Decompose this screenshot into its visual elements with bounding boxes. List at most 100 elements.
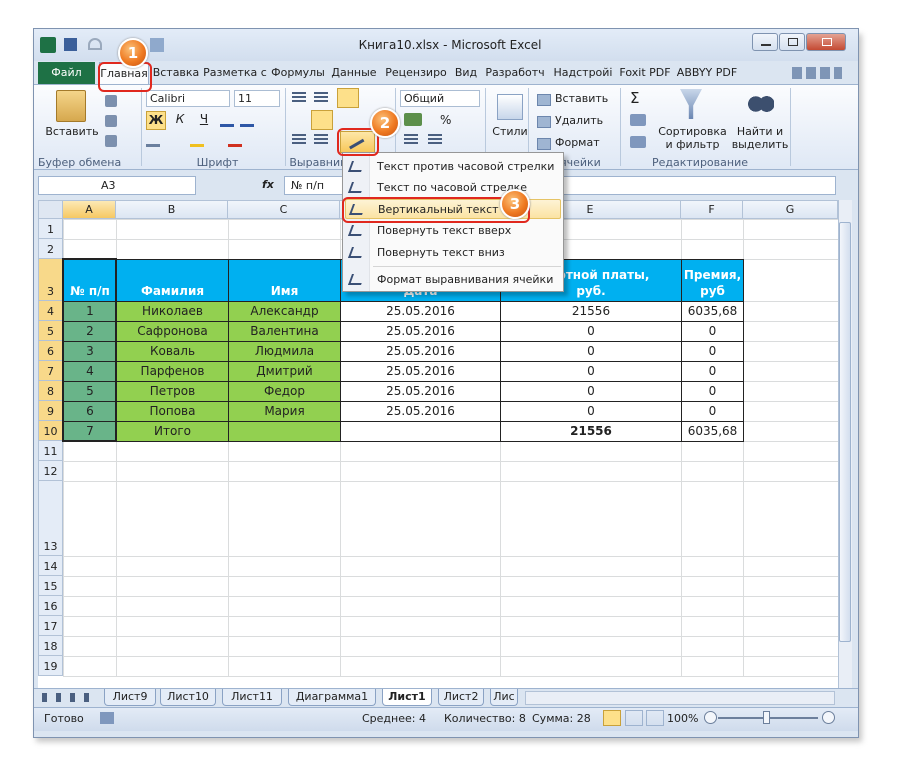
sheet-tab[interactable]: Лист10 — [160, 689, 216, 706]
view-button[interactable] — [603, 710, 621, 726]
menu-item[interactable]: Формат выравнивания ячейки — [345, 270, 561, 290]
table-cell[interactable]: Мария — [228, 401, 341, 422]
row-header[interactable]: 4 — [38, 301, 63, 321]
table-cell[interactable]: 25.05.2016 — [340, 341, 501, 362]
ribbon-button[interactable]: Формат — [555, 136, 600, 149]
sheet-tab[interactable]: Лис — [490, 689, 518, 706]
ribbon-tab[interactable]: Разработч — [485, 66, 545, 79]
table-cell[interactable]: Николаев — [116, 301, 229, 322]
ribbon-tab[interactable]: Разметка с — [203, 66, 267, 79]
window-button[interactable] — [752, 33, 778, 51]
menu-item[interactable]: Текст против часовой стрелки — [345, 157, 561, 177]
table-cell[interactable]: Дмитрий — [228, 361, 341, 382]
percent-button[interactable]: % — [440, 113, 452, 127]
sheet-tab[interactable]: Лист2 — [438, 689, 484, 706]
row-header[interactable]: 7 — [38, 361, 63, 381]
ribbon-button[interactable]: Вставить — [555, 92, 609, 105]
ribbon-tab[interactable]: ABBYY PDF — [676, 66, 738, 79]
view-button[interactable] — [625, 710, 643, 726]
row-header[interactable]: 2 — [38, 239, 63, 259]
font-size-box[interactable]: 11 — [234, 90, 280, 107]
header-cell[interactable]: Имя — [228, 259, 341, 302]
view-button[interactable] — [646, 710, 664, 726]
table-cell[interactable] — [228, 421, 341, 442]
row-header[interactable]: 12 — [38, 461, 63, 481]
column-header[interactable]: F — [681, 200, 743, 219]
table-cell[interactable]: 0 — [500, 341, 682, 362]
sheet-tab[interactable]: Лист11 — [222, 689, 282, 706]
ribbon-tab[interactable]: Файл — [38, 62, 95, 84]
column-header[interactable]: A — [63, 200, 116, 219]
table-cell[interactable]: 25.05.2016 — [340, 301, 501, 322]
table-cell[interactable] — [340, 421, 501, 442]
column-header[interactable]: B — [116, 200, 228, 219]
zoom-button[interactable] — [822, 711, 835, 724]
ribbon-tab[interactable]: Вставка — [152, 66, 200, 79]
table-cell[interactable]: Коваль — [116, 341, 229, 362]
sum-button[interactable]: Σ — [630, 89, 640, 107]
menu-item[interactable]: Повернуть текст вниз — [345, 243, 561, 263]
ribbon-button[interactable]: Удалить — [555, 114, 604, 127]
window-button[interactable] — [779, 33, 805, 51]
table-cell[interactable]: Парфенов — [116, 361, 229, 382]
header-cell[interactable]: Премия, руб — [681, 259, 744, 302]
format-button[interactable]: Ч — [199, 112, 209, 126]
table-cell[interactable]: Петров — [116, 381, 229, 402]
table-cell[interactable]: 6035,68 — [681, 421, 744, 442]
row-header[interactable]: 14 — [38, 556, 63, 576]
table-cell[interactable]: 0 — [681, 381, 744, 402]
table-cell[interactable]: Людмила — [228, 341, 341, 362]
table-cell[interactable]: 25.05.2016 — [340, 381, 501, 402]
row-header[interactable]: 9 — [38, 401, 63, 421]
row-header[interactable]: 10 — [38, 421, 63, 441]
table-cell[interactable]: Александр — [228, 301, 341, 322]
sheet-tab[interactable]: Диаграмма1 — [288, 689, 376, 706]
row-header[interactable]: 19 — [38, 656, 63, 676]
table-cell[interactable]: Попова — [116, 401, 229, 422]
row-header[interactable]: 6 — [38, 341, 63, 361]
ribbon-button[interactable]: Вставить — [45, 125, 99, 138]
zoom-button[interactable] — [704, 711, 717, 724]
table-cell[interactable]: 0 — [500, 321, 682, 342]
font-name-box[interactable]: Calibri — [146, 90, 230, 107]
ribbon-button[interactable]: Найти и выделить — [731, 125, 789, 151]
zoom-level[interactable]: 100% — [667, 712, 699, 725]
row-header[interactable]: 5 — [38, 321, 63, 341]
ribbon-tab[interactable]: Foxit PDF — [619, 66, 671, 79]
number-format-box[interactable]: Общий — [400, 90, 480, 107]
row-header[interactable]: 1 — [38, 219, 63, 239]
table-cell[interactable]: 25.05.2016 — [340, 401, 501, 422]
table-cell[interactable]: 0 — [681, 341, 744, 362]
table-cell[interactable]: 21556 — [500, 301, 682, 322]
column-header[interactable]: G — [743, 200, 838, 219]
format-button[interactable]: Ж — [146, 111, 166, 130]
row-header[interactable]: 13 — [38, 481, 63, 556]
row-header[interactable]: 16 — [38, 596, 63, 616]
header-cell[interactable]: № п/п — [63, 259, 117, 302]
ribbon-tab[interactable]: Формулы — [271, 66, 325, 79]
ribbon-tab[interactable]: Данные — [331, 66, 377, 79]
table-cell[interactable]: 0 — [500, 401, 682, 422]
table-cell[interactable]: 25.05.2016 — [340, 361, 501, 382]
table-cell[interactable]: Федор — [228, 381, 341, 402]
table-cell[interactable]: Сафронова — [116, 321, 229, 342]
row-header[interactable]: 3 — [38, 259, 63, 301]
row-header[interactable]: 18 — [38, 636, 63, 656]
row-header[interactable]: 17 — [38, 616, 63, 636]
ribbon-button[interactable]: Сортировка и фильтр — [658, 125, 727, 151]
name-box[interactable]: A3 — [38, 176, 196, 195]
row-header[interactable]: 11 — [38, 441, 63, 461]
column-header[interactable]: C — [228, 200, 340, 219]
menu-item[interactable]: Повернуть текст вверх — [345, 221, 561, 241]
sheet-tab[interactable]: Лист9 — [104, 689, 156, 706]
menu-item[interactable]: Текст по часовой стрелке — [345, 178, 561, 198]
table-cell[interactable]: 0 — [500, 381, 682, 402]
window-button[interactable] — [806, 33, 846, 51]
row-header[interactable]: 8 — [38, 381, 63, 401]
table-cell[interactable]: 6035,68 — [681, 301, 744, 322]
table-cell[interactable]: 0 — [681, 321, 744, 342]
format-button[interactable]: К — [175, 112, 185, 126]
sheet-tab[interactable]: Лист1 — [382, 689, 432, 706]
zoom-thumb[interactable] — [763, 711, 770, 724]
fx-label[interactable]: fx — [262, 178, 274, 191]
